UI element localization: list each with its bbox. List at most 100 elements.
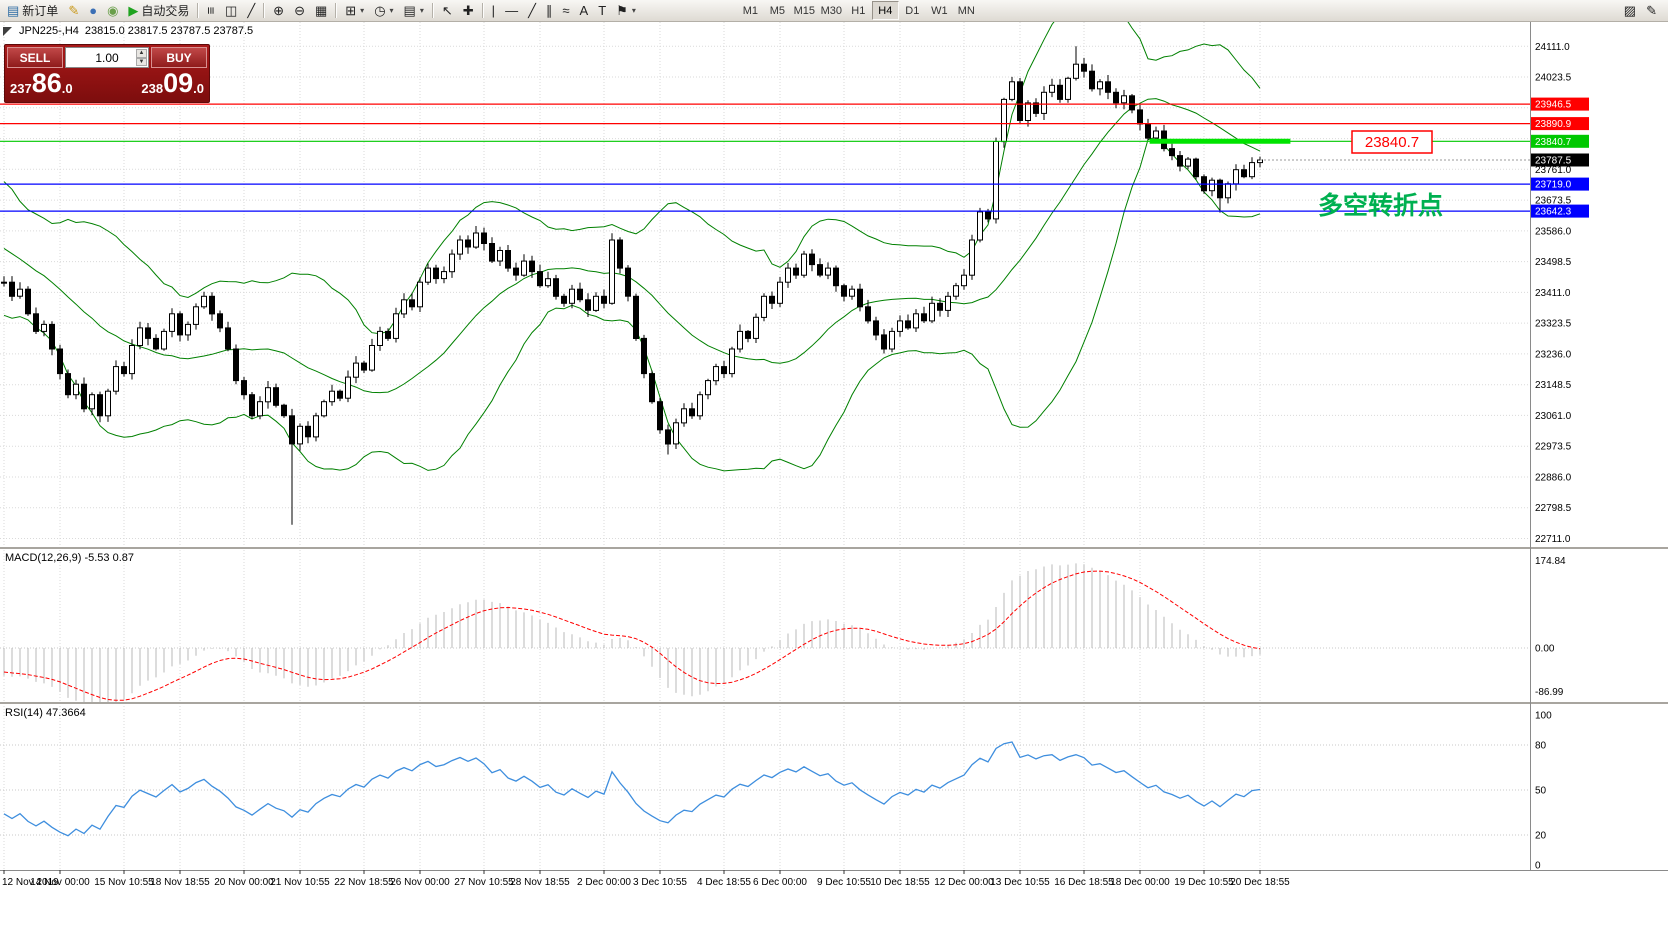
buy-button[interactable]: BUY (151, 47, 207, 68)
volume-input[interactable]: 1.00 ▲ ▼ (65, 47, 149, 68)
svg-text:23946.5: 23946.5 (1535, 100, 1572, 111)
svg-text:23586.0: 23586.0 (1535, 226, 1572, 237)
timeframe-m15-button[interactable]: M15 (791, 1, 818, 20)
chart-windows-button[interactable]: ▨ (1619, 1, 1641, 20)
toolbar-separator (481, 3, 484, 18)
chart-grid (0, 22, 1530, 870)
equidistant-channel-button[interactable]: ∥ (541, 1, 558, 20)
caret-down-icon: ▾ (631, 6, 636, 15)
zoom-out-button[interactable]: ⊖ (289, 1, 310, 20)
trendline-button[interactable]: ╱ (523, 1, 541, 20)
one-click-trading-panel: SELL 1.00 ▲ ▼ BUY 237 86.0 238 09.0 (4, 44, 210, 103)
toolbar-separator (335, 3, 338, 18)
svg-text:23061.0: 23061.0 (1535, 411, 1572, 422)
timeframe-h1-button[interactable]: H1 (845, 1, 872, 20)
price-axis[interactable]: 24111.0 24023.5 23761.0 23673.5 23586.0 23498… (1531, 42, 1589, 872)
svg-text:4 Dec 18:55: 4 Dec 18:55 (697, 877, 751, 888)
timeframe-toolbar: M1 M5 M15 M30 H1 H4 D1 W1 MN (737, 1, 980, 20)
svg-text:23411.0: 23411.0 (1535, 288, 1571, 299)
chart-ohlc-values: 23815.0 23817.5 23787.5 23787.5 (84, 25, 254, 37)
svg-text:23642.3: 23642.3 (1535, 207, 1572, 218)
svg-text:23148.5: 23148.5 (1535, 380, 1572, 391)
oneclick-collapse-icon[interactable] (3, 26, 12, 36)
svg-text:23787.5: 23787.5 (1535, 156, 1572, 167)
svg-text:100: 100 (1535, 711, 1552, 722)
svg-text:22711.0: 22711.0 (1535, 534, 1571, 545)
candlestick-chart-icon: ◫ (225, 3, 238, 18)
new-order-button[interactable]: ▤ 新订单 (2, 1, 63, 20)
arrows-button[interactable]: ⚑ ▾ (611, 1, 641, 20)
crosshair-button[interactable]: ✚ (458, 1, 479, 20)
toolbar: ▤ 新订单 ✎ ● ◉ ▶ 自动交易 ≡ ◫ ╱ ⊕ ⊖ ▦ ⊞ ▾ ◷ ▾ ▤ ▾ ↖ ✚ | — ╱ ∥ ≈ A T ⚑ ▾ M1 M5… (0, 0, 1668, 22)
timeframe-m5-button[interactable]: M5 (764, 1, 791, 20)
price-callout-text: 23840.7 (1365, 134, 1419, 151)
text-label-button[interactable]: T (593, 1, 611, 20)
line-chart-button[interactable]: ╱ (242, 1, 260, 20)
templates-icon: ▤ (403, 3, 416, 18)
expert-advisors-button[interactable]: ◉ (102, 1, 123, 20)
toolbar-separator (263, 3, 266, 18)
volume-down-icon[interactable]: ▼ (136, 57, 147, 66)
bar-chart-button[interactable]: ≡ (202, 1, 220, 20)
svg-text:9 Dec 10:55: 9 Dec 10:55 (817, 877, 871, 888)
svg-text:23236.0: 23236.0 (1535, 349, 1572, 360)
autotrading-button[interactable]: ▶ 自动交易 (123, 1, 194, 20)
indicators-icon: ⊞ (345, 3, 357, 18)
zoom-in-icon: ⊕ (273, 3, 285, 18)
mql5-community-button[interactable]: ● (84, 1, 102, 20)
svg-text:18 Nov 18:55: 18 Nov 18:55 (150, 877, 210, 888)
customize-toolbar-button[interactable]: ✎ (1641, 1, 1662, 20)
periods-button[interactable]: ◷ ▾ (369, 1, 398, 20)
svg-text:80: 80 (1535, 741, 1547, 752)
metaeditor-icon: ✎ (68, 3, 80, 18)
caret-down-icon: ▾ (419, 6, 424, 15)
svg-text:10 Dec 18:55: 10 Dec 18:55 (870, 877, 930, 888)
sell-button[interactable]: SELL (7, 47, 63, 68)
timeframe-d1-button[interactable]: D1 (899, 1, 926, 20)
tile-windows-button[interactable]: ▦ (310, 1, 332, 20)
bar-chart-icon: ≡ (203, 6, 219, 15)
horizontal-line-button[interactable]: — (500, 1, 523, 20)
zoom-out-icon: ⊖ (294, 3, 305, 18)
timeframe-w1-button[interactable]: W1 (926, 1, 953, 20)
svg-text:27 Nov 10:55: 27 Nov 10:55 (454, 877, 514, 888)
svg-text:16 Dec 18:55: 16 Dec 18:55 (1054, 877, 1114, 888)
zoom-in-button[interactable]: ⊕ (268, 1, 289, 20)
price-level-chip (1531, 134, 1589, 148)
sell-price[interactable]: 237 86.0 (10, 68, 73, 98)
buy-price[interactable]: 238 09.0 (141, 68, 204, 98)
text-button[interactable]: A (575, 1, 594, 20)
price-level-chip (1531, 177, 1589, 191)
chart-windows-icon: ▨ (1623, 3, 1637, 18)
vertical-line-button[interactable]: | (487, 1, 500, 20)
cursor-button[interactable]: ↖ (437, 1, 458, 20)
volume-up-icon[interactable]: ▲ (136, 49, 147, 58)
timeframe-m30-button[interactable]: M30 (818, 1, 845, 20)
metaeditor-button[interactable]: ✎ (63, 1, 84, 20)
svg-text:22886.0: 22886.0 (1535, 473, 1572, 484)
svg-text:20: 20 (1535, 831, 1547, 842)
price-level-chip (1531, 117, 1589, 131)
timeframe-m1-button[interactable]: M1 (737, 1, 764, 20)
fibonacci-button[interactable]: ≈ (557, 1, 574, 20)
candlestick-chart-button[interactable]: ◫ (220, 1, 242, 20)
svg-text:18 Dec 00:00: 18 Dec 00:00 (1110, 877, 1170, 888)
timeframe-mn-button[interactable]: MN (953, 1, 980, 20)
candlesticks (1, 46, 1263, 525)
timeframe-h4-button[interactable]: H4 (871, 1, 899, 20)
price-chart-canvas[interactable]: 24111.0 24023.5 23761.0 23673.5 23586.0 23498… (0, 22, 1668, 890)
svg-text:174.84: 174.84 (1535, 556, 1566, 567)
tile-windows-icon: ▦ (314, 3, 328, 18)
text-icon: A (579, 3, 589, 18)
indicators-button[interactable]: ⊞ ▾ (340, 1, 369, 20)
svg-text:15 Nov 10:55: 15 Nov 10:55 (94, 877, 154, 888)
price-level-chip (1531, 204, 1589, 218)
templates-button[interactable]: ▤ ▾ (399, 1, 429, 20)
svg-text:24023.5: 24023.5 (1535, 73, 1572, 84)
bollinger-bands (3, 22, 1261, 472)
price-levels (0, 103, 1530, 212)
svg-text:0.00: 0.00 (1535, 644, 1555, 655)
caret-down-icon: ▾ (389, 6, 394, 15)
